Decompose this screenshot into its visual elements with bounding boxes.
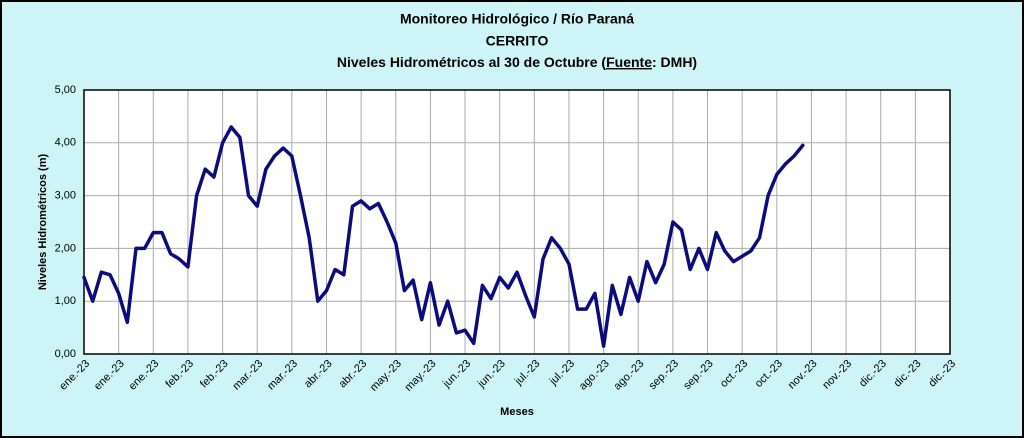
y-tick-label: 5,00 (55, 84, 76, 96)
plot-border (83, 89, 951, 355)
y-tick-label: 3,00 (55, 190, 76, 202)
plot-area (84, 90, 950, 354)
caption-part: Fuente (606, 54, 652, 70)
caption-part: Niveles Hidrométricos al 30 de Octubre ( (337, 54, 607, 70)
y-tick-label: 2,00 (55, 242, 76, 254)
y-tick-label: 4,00 (55, 137, 76, 149)
y-axis-label: Niveles Hidrométricos (m) (37, 154, 49, 291)
chart-title: Monitoreo Hidrológico / Río Paraná (400, 11, 634, 27)
caption-part: : DMH) (652, 54, 697, 70)
chart-caption: Niveles Hidrométricos al 30 de Octubre (… (337, 54, 697, 70)
x-axis-label: Meses (500, 406, 534, 418)
chart-subtitle: CERRITO (486, 33, 549, 49)
data-line (82, 125, 805, 348)
y-tick-label: 1,00 (55, 295, 76, 307)
y-tick-label: 0,00 (55, 348, 76, 360)
